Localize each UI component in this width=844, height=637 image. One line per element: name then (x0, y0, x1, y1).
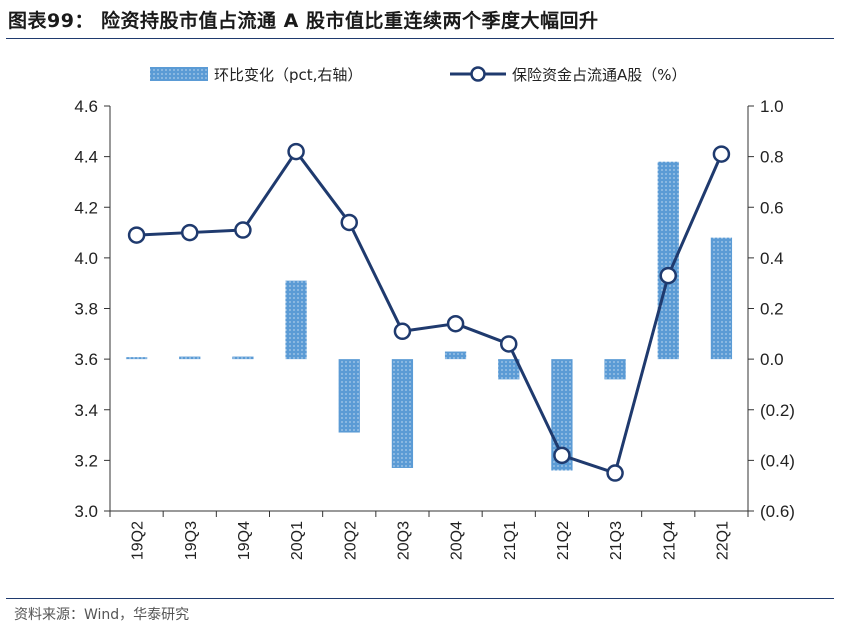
bar (285, 280, 307, 360)
left-tick-label: 4.6 (74, 97, 98, 116)
right-tick-label: (0.4) (760, 451, 795, 470)
right-tick-label: 0.2 (760, 300, 784, 319)
legend-bar-swatch (150, 67, 208, 81)
line-point (500, 335, 518, 353)
left-tick-label: 4.0 (74, 249, 98, 268)
legend: 环比变化（pct,右轴） 保险资金占流通A股（%） (150, 66, 687, 84)
x-tick-label: 20Q4 (449, 521, 466, 560)
bar (125, 357, 148, 360)
right-tick-label: 0.8 (760, 148, 784, 167)
line-point (553, 446, 571, 465)
axes: 3.0 3.2 3.4 3.6 3.8 4.0 4.2 4.4 4.6 (0.6) (0.4) (0.… (74, 97, 795, 560)
line-point (606, 464, 624, 482)
line-point (287, 142, 305, 161)
x-tick-label: 20Q3 (395, 521, 412, 560)
line-point (393, 322, 412, 341)
right-tick-label: 1.0 (760, 97, 784, 116)
bar (444, 351, 467, 360)
line-point (181, 223, 199, 242)
source-note: 资料来源：Wind，华泰研究 (14, 607, 190, 623)
chart-title: 图表99： 险资持股市值占流通 A 股市值比重连续两个季度大幅回升 (8, 10, 599, 32)
bar (391, 359, 414, 468)
x-tick-label: 22Q1 (714, 521, 731, 560)
x-tick-label: 19Q4 (236, 521, 253, 560)
line-point (446, 314, 465, 333)
left-tick-label: 4.2 (74, 198, 98, 217)
bar (179, 356, 201, 360)
legend-bar-label: 环比变化（pct,右轴） (214, 66, 362, 84)
left-tick-label: 3.6 (74, 350, 98, 369)
line-point (659, 266, 677, 285)
x-tick-label: 20Q2 (342, 521, 359, 560)
right-tick-label: 0.0 (760, 350, 784, 369)
line-series (127, 142, 731, 482)
x-tick-label: 19Q3 (183, 521, 200, 560)
x-tick-label: 21Q3 (608, 521, 625, 560)
right-tick-label: (0.6) (760, 502, 795, 521)
bar (338, 359, 360, 433)
left-tick-label: 3.8 (74, 300, 98, 319)
bar (498, 359, 520, 380)
right-tick-label: 0.4 (760, 249, 784, 268)
legend-line-label: 保险资金占流通A股（%） (512, 66, 687, 84)
line-point (712, 145, 731, 163)
line-point (127, 226, 146, 244)
bar (604, 359, 626, 380)
line-point (234, 221, 252, 239)
bar (232, 356, 254, 360)
left-tick-label: 3.4 (74, 401, 98, 420)
right-tick-label: 0.6 (760, 198, 784, 217)
source-divider (6, 598, 834, 599)
bar (657, 161, 679, 360)
bar-series (125, 161, 733, 471)
left-tick-label: 3.0 (74, 502, 98, 521)
left-tick-label: 3.2 (74, 451, 98, 470)
title-divider (6, 38, 834, 39)
series-line (136, 150, 723, 475)
x-tick-label: 21Q1 (502, 521, 519, 560)
x-tick-label: 21Q4 (661, 521, 678, 560)
bar (710, 237, 733, 360)
x-tick-label: 20Q1 (289, 521, 306, 560)
x-tick-label: 21Q2 (555, 521, 572, 560)
line-point (340, 213, 358, 232)
x-tick-label: 19Q2 (130, 521, 147, 560)
left-tick-label: 4.4 (74, 148, 98, 167)
right-tick-label: (0.2) (760, 401, 795, 420)
legend-line-marker (470, 66, 486, 82)
